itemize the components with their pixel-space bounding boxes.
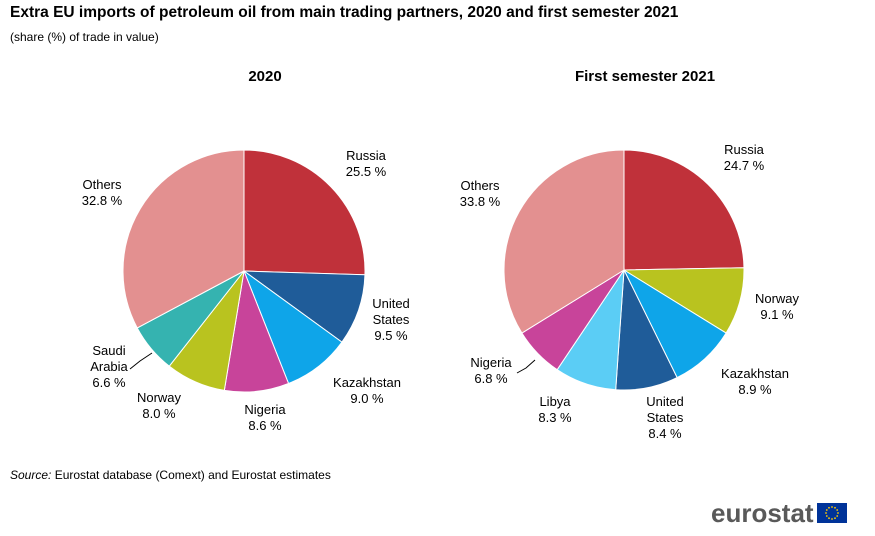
- chart-2-label-russia: Russia 24.7 %: [724, 142, 765, 173]
- chart-2-label-kazakhstan: Kazakhstan 8.9 %: [721, 366, 789, 397]
- source-note: Source: Eurostat database (Comext) and E…: [10, 468, 331, 482]
- chart-2-label-united-states: United States 8.4 %: [646, 394, 684, 441]
- source-text: Eurostat database (Comext) and Eurostat …: [54, 468, 331, 482]
- chart-1-label-saudi-arabia: Saudi Arabia 6.6 %: [90, 343, 128, 390]
- eu-flag-icon: [816, 503, 847, 523]
- chart-1-slice-others: [122, 149, 245, 329]
- chart-2-label-libya: Libya 8.3 %: [538, 394, 572, 425]
- pie-charts: 2020 Russia 25.5 % United States 9.5 % Kazakhs…: [82, 68, 800, 441]
- chart-1-slice-russia: [243, 149, 366, 276]
- eurostat-logo: eurostat: [711, 500, 847, 526]
- chart-2-label-others: Others 33.8 %: [460, 178, 501, 209]
- chart-1-label-others: Others 32.8 %: [82, 177, 123, 208]
- page-title: Extra EU imports of petroleum oil from m…: [10, 4, 679, 21]
- chart-1-label-kazakhstan: Kazakhstan 9.0 %: [333, 375, 401, 406]
- source-label: Source:: [10, 468, 52, 482]
- chart-1-title: 2020: [248, 68, 281, 85]
- chart-1-leader-saudi-arabia: [129, 352, 153, 370]
- chart-2-slice-russia: [623, 149, 745, 271]
- chart-1-label-norway: Norway 8.0 %: [137, 390, 182, 421]
- chart-2-leader-nigeria: [516, 359, 536, 374]
- chart-1: 2020 Russia 25.5 % United States 9.5 % Kazakhs…: [82, 68, 410, 433]
- chart-2: First semester 2021 Russia 24.7 % Norway 9.1…: [460, 68, 800, 441]
- chart-2-slice-others: [503, 149, 625, 334]
- chart-2-label-norway: Norway 9.1 %: [755, 291, 800, 322]
- chart-1-label-united-states: United States 9.5 %: [372, 296, 410, 343]
- chart-1-label-russia: Russia 25.5 %: [346, 148, 387, 179]
- chart-1-label-nigeria: Nigeria 8.6 %: [244, 402, 286, 433]
- page-subtitle: (share (%) of trade in value): [10, 30, 159, 44]
- chart-2-label-nigeria: Nigeria 6.8 %: [470, 355, 512, 386]
- logo-wordmark: eurostat: [711, 498, 814, 528]
- chart-2-title: First semester 2021: [575, 68, 715, 85]
